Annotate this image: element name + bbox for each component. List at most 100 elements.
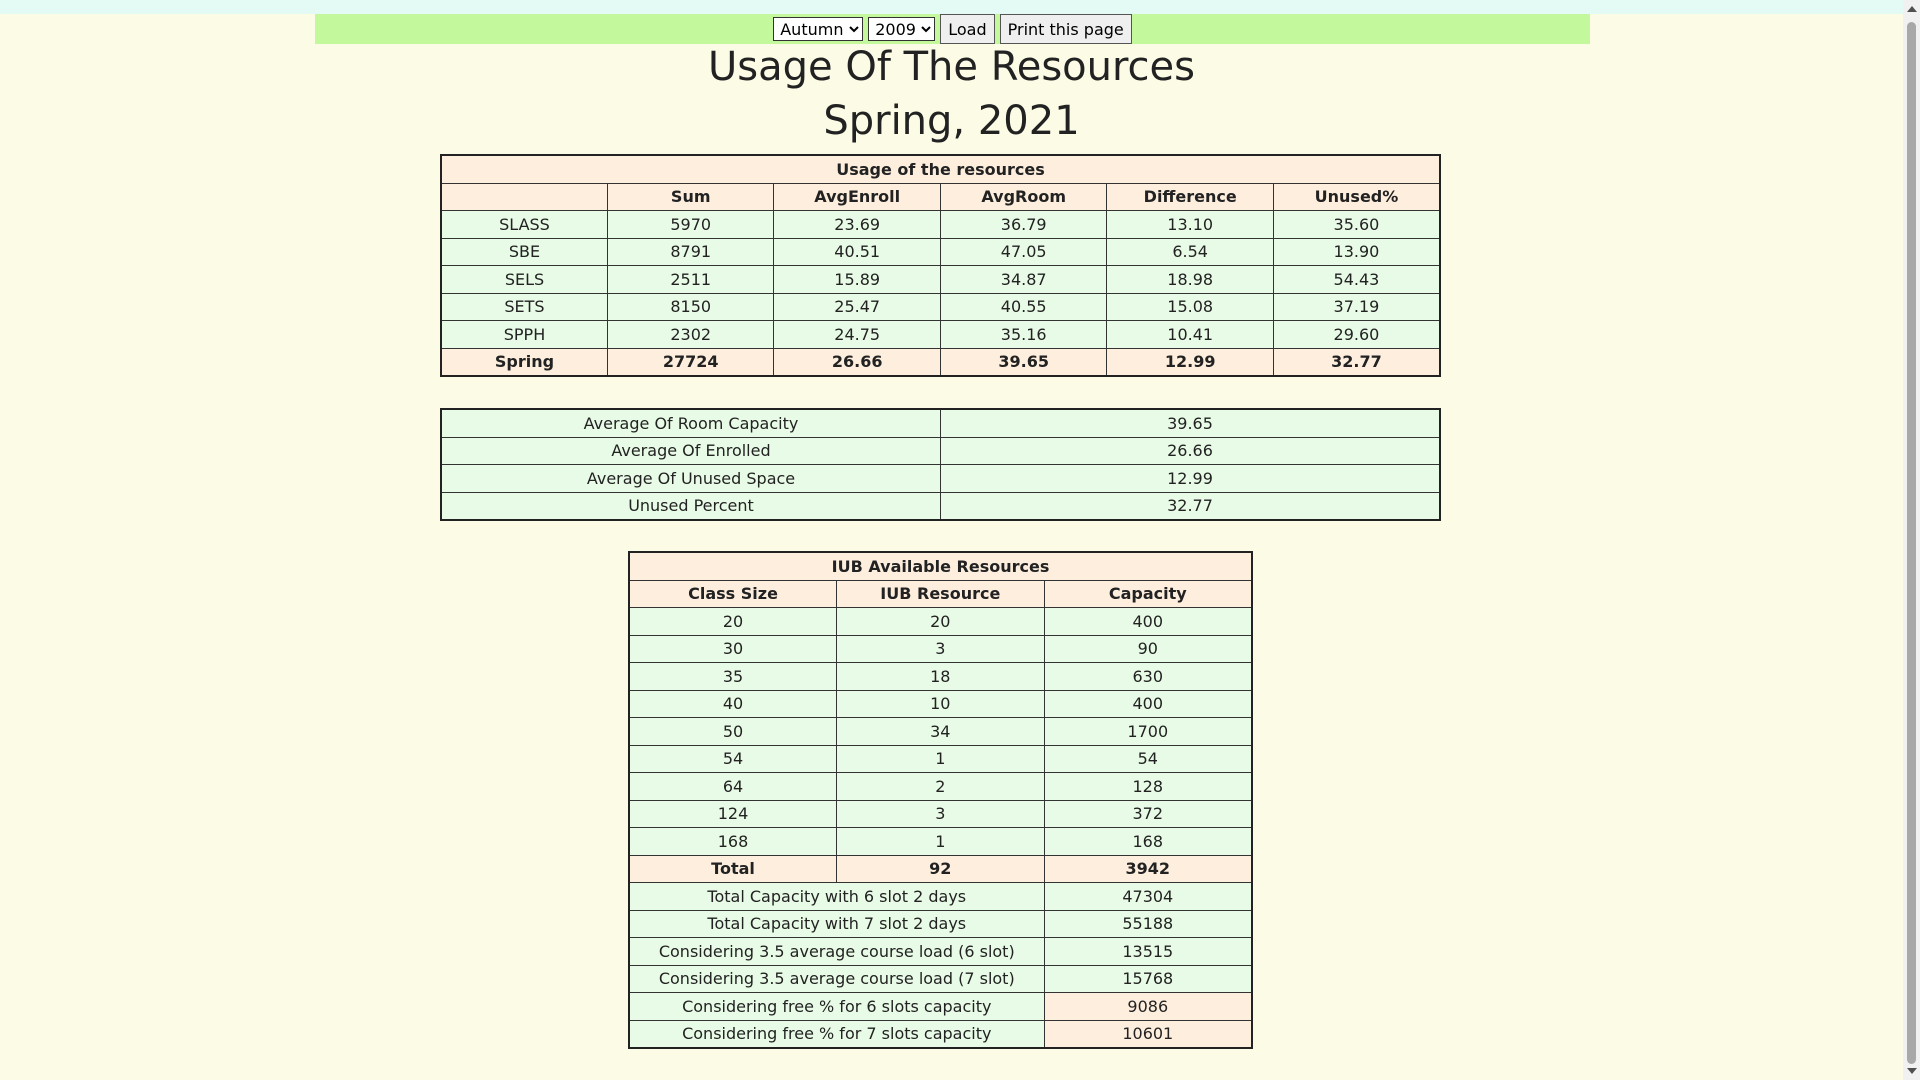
table-cell: 40.55 xyxy=(939,292,1108,321)
table-row: SLASS 5970 23.69 36.79 13.10 35.60 xyxy=(440,210,1441,239)
usage-caption: Usage of the resources xyxy=(440,154,1441,184)
table-cell: 6.54 xyxy=(1106,237,1274,266)
average-value: 32.77 xyxy=(940,491,1441,521)
table-cell: 35.60 xyxy=(1272,210,1441,239)
table-cell: 54.43 xyxy=(1272,265,1441,294)
table-row: Average Of Room Capacity 39.65 xyxy=(440,408,1441,438)
table-row: Unused Percent 32.77 xyxy=(440,491,1441,521)
table-cell: SPPH xyxy=(440,320,608,349)
table-cell: 1700 xyxy=(1043,717,1253,746)
table-row: 35 18 630 xyxy=(628,662,1253,691)
scrollbar-thumb[interactable] xyxy=(1907,22,1916,1064)
table-row: SELS 2511 15.89 34.87 18.98 54.43 xyxy=(440,265,1441,294)
table-cell: 13.10 xyxy=(1106,210,1274,239)
scroll-down-arrow-icon[interactable] xyxy=(1907,1068,1917,1074)
average-value: 39.65 xyxy=(940,408,1441,438)
table-cell: 2511 xyxy=(606,265,775,294)
average-value: 26.66 xyxy=(940,436,1441,465)
table-row: SPPH 2302 24.75 35.16 10.41 29.60 xyxy=(440,320,1441,349)
usage-header-cell: Difference xyxy=(1106,182,1274,211)
table-cell: 54 xyxy=(628,744,838,773)
page-subtitle: Spring, 2021 xyxy=(823,98,1080,144)
table-cell: 37.19 xyxy=(1272,292,1441,321)
capacity-label: Total Capacity with 7 slot 2 days xyxy=(628,909,1045,938)
capacity-row: Considering free % for 7 slots capacity … xyxy=(628,1019,1253,1049)
usage-header-cell: Sum xyxy=(606,182,775,211)
table-row: 124 3 372 xyxy=(628,799,1253,828)
averages-table: Average Of Room Capacity 39.65 Average O… xyxy=(440,408,1441,521)
capacity-label: Considering 3.5 average course load (7 s… xyxy=(628,964,1045,993)
table-cell: 2 xyxy=(836,772,1045,801)
capacity-row: Total Capacity with 6 slot 2 days 47304 xyxy=(628,882,1253,911)
table-cell: 168 xyxy=(628,827,838,856)
table-row: 168 1 168 xyxy=(628,827,1253,856)
table-cell: 40.51 xyxy=(773,237,941,266)
table-cell: 3 xyxy=(836,799,1045,828)
table-cell: 1 xyxy=(836,827,1045,856)
table-cell: 372 xyxy=(1043,799,1253,828)
table-row: 30 3 90 xyxy=(628,634,1253,663)
table-cell: SLASS xyxy=(440,210,608,239)
table-row: 40 10 400 xyxy=(628,689,1253,718)
table-row: SETS 8150 25.47 40.55 15.08 37.19 xyxy=(440,292,1441,321)
table-cell: 3 xyxy=(836,634,1045,663)
table-cell: 18.98 xyxy=(1106,265,1274,294)
capacity-value: 47304 xyxy=(1043,882,1253,911)
total-cell: 92 xyxy=(836,854,1045,883)
total-cell: 27724 xyxy=(606,347,775,377)
total-cell: Spring xyxy=(440,347,608,377)
load-button[interactable]: Load xyxy=(940,14,995,44)
table-cell: 47.05 xyxy=(939,237,1108,266)
average-value: 12.99 xyxy=(940,464,1441,493)
table-cell: 5970 xyxy=(606,210,775,239)
usage-table: Usage of the resources Sum AvgEnroll Avg… xyxy=(440,154,1441,377)
table-cell: 25.47 xyxy=(773,292,941,321)
table-cell: 20 xyxy=(628,607,838,636)
table-row: Average Of Unused Space 12.99 xyxy=(440,464,1441,493)
usage-header-cell: AvgEnroll xyxy=(773,182,941,211)
capacity-row: Total Capacity with 7 slot 2 days 55188 xyxy=(628,909,1253,938)
table-cell: 630 xyxy=(1043,662,1253,691)
table-cell: 8150 xyxy=(606,292,775,321)
table-cell: SBE xyxy=(440,237,608,266)
table-cell: SETS xyxy=(440,292,608,321)
table-cell: 15.08 xyxy=(1106,292,1274,321)
table-row: SBE 8791 40.51 47.05 6.54 13.90 xyxy=(440,237,1441,266)
table-cell: 8791 xyxy=(606,237,775,266)
resources-header-cell: IUB Resource xyxy=(836,579,1045,608)
table-cell: 30 xyxy=(628,634,838,663)
table-cell: 400 xyxy=(1043,607,1253,636)
resources-header-cell: Class Size xyxy=(628,579,838,608)
toolbar: Autumn 2009 Load Print this page xyxy=(315,14,1590,44)
capacity-row: Considering free % for 6 slots capacity … xyxy=(628,992,1253,1021)
page-title: Usage Of The Resources xyxy=(707,44,1195,90)
total-cell: 32.77 xyxy=(1272,347,1441,377)
total-cell: Total xyxy=(628,854,838,883)
semester-select[interactable]: Autumn xyxy=(773,17,864,41)
resources-table: IUB Available Resources Class Size IUB R… xyxy=(628,551,1253,1049)
year-select[interactable]: 2009 xyxy=(868,17,936,41)
table-cell: 10 xyxy=(836,689,1045,718)
table-cell: 20 xyxy=(836,607,1045,636)
table-cell: 29.60 xyxy=(1272,320,1441,349)
average-label: Unused Percent xyxy=(440,491,941,521)
usage-header-cell: AvgRoom xyxy=(939,182,1108,211)
table-row: 54 1 54 xyxy=(628,744,1253,773)
vertical-scrollbar[interactable] xyxy=(1903,0,1920,1080)
table-cell: 24.75 xyxy=(773,320,941,349)
table-row: Average Of Enrolled 26.66 xyxy=(440,436,1441,465)
resources-caption: IUB Available Resources xyxy=(628,551,1253,581)
table-cell: SELS xyxy=(440,265,608,294)
table-cell: 10.41 xyxy=(1106,320,1274,349)
table-cell: 400 xyxy=(1043,689,1253,718)
table-cell: 34.87 xyxy=(939,265,1108,294)
table-cell: 50 xyxy=(628,717,838,746)
capacity-label: Considering 3.5 average course load (6 s… xyxy=(628,937,1045,966)
capacity-row: Considering 3.5 average course load (7 s… xyxy=(628,964,1253,993)
print-button[interactable]: Print this page xyxy=(999,14,1132,44)
scroll-up-arrow-icon[interactable] xyxy=(1907,6,1917,12)
table-cell: 13.90 xyxy=(1272,237,1441,266)
total-cell: 26.66 xyxy=(773,347,941,377)
capacity-label: Total Capacity with 6 slot 2 days xyxy=(628,882,1045,911)
top-strip xyxy=(0,0,1903,14)
